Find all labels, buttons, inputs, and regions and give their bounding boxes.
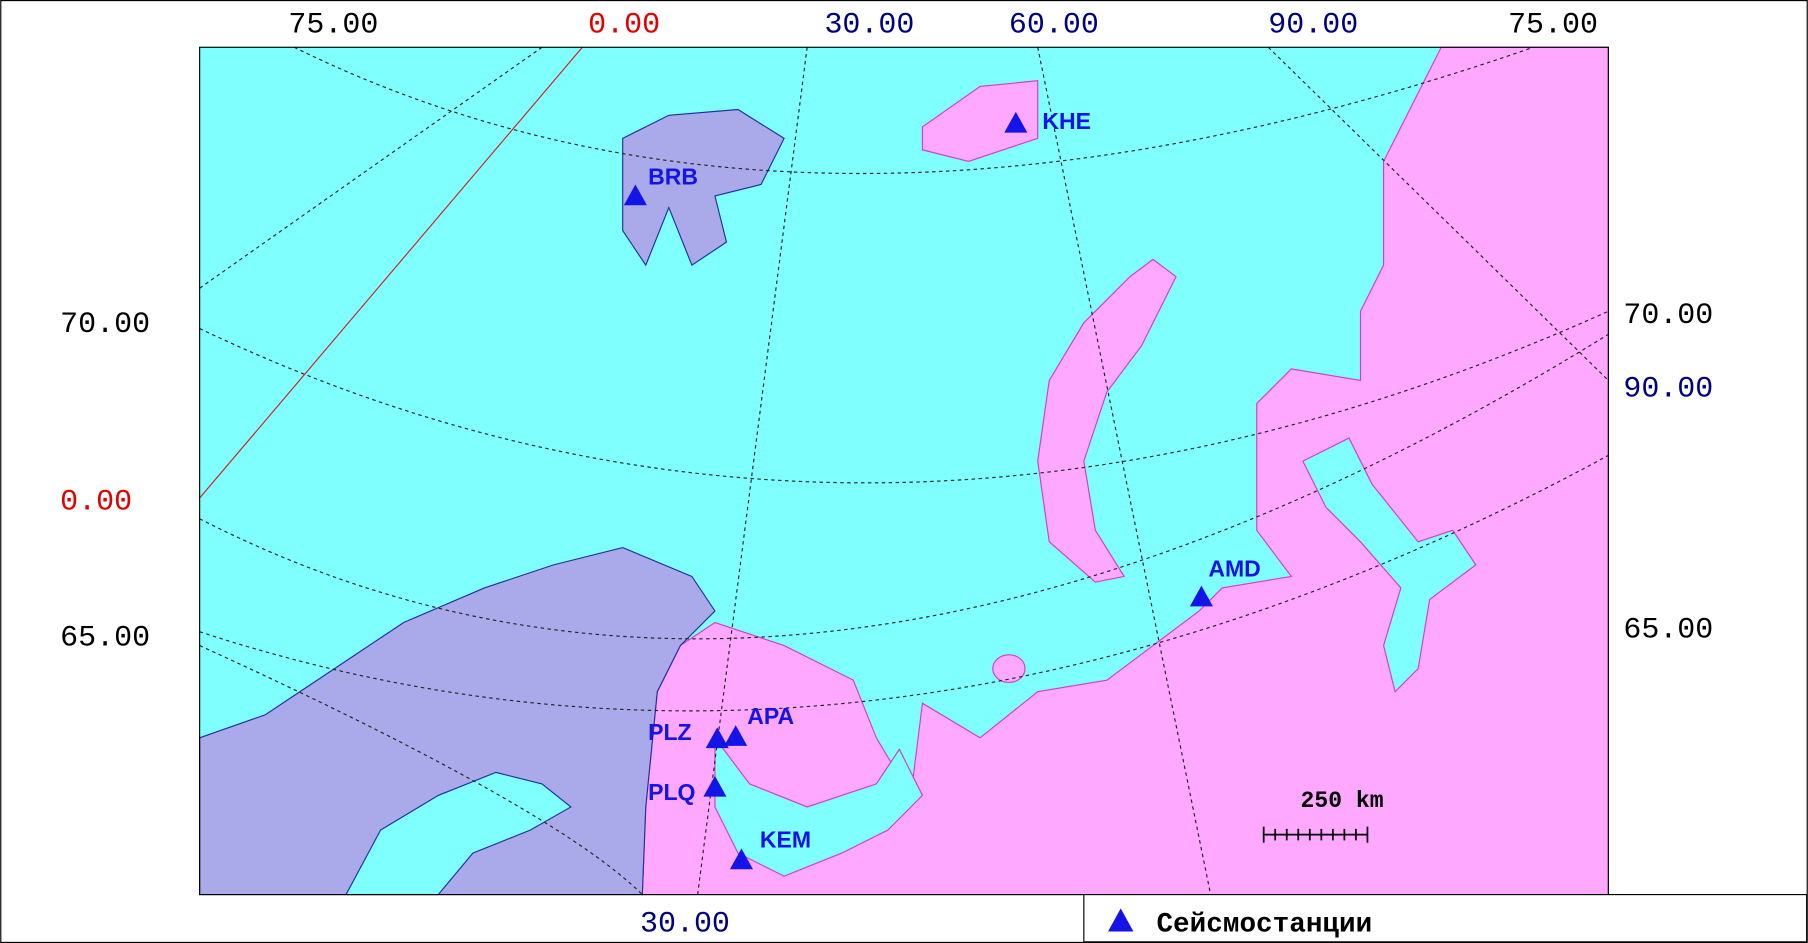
scandinavia [199, 546, 716, 896]
svalbard [622, 108, 785, 267]
map-area: BRB KHE AMD APA PLZ PLQ KEM 250 km [199, 46, 1609, 896]
station-marker [1189, 585, 1213, 607]
station-label: APA [747, 703, 794, 729]
graticule [199, 46, 1609, 895]
lon-label: 60.00 [1009, 7, 1099, 41]
lon-label: 75.00 [1508, 7, 1598, 41]
stations: BRB KHE AMD APA PLZ PLQ KEM [623, 108, 1261, 870]
lon-label: 0.00 [588, 7, 660, 41]
station-label: KEM [760, 826, 811, 852]
station-marker [623, 184, 647, 206]
station-label: KHE [1042, 108, 1091, 134]
russia [641, 46, 1609, 896]
lon-label: 75.00 [288, 7, 378, 41]
station-marker [705, 727, 729, 749]
prime-meridian [199, 46, 583, 499]
white-sea [714, 736, 924, 877]
right-labels: 70.00 90.00 65.00 [1623, 298, 1713, 647]
lat-label: 0.00 [60, 485, 132, 519]
lon-label: 90.00 [1623, 372, 1713, 406]
top-labels: 75.00 0.00 30.00 60.00 90.00 75.00 [288, 7, 1598, 41]
legend: Сейсмостанции [1083, 894, 1808, 943]
scale-label: 250 km [1301, 788, 1384, 814]
station-marker [729, 848, 753, 870]
station-label: BRB [648, 163, 698, 189]
lat-label: 65.00 [1623, 613, 1713, 647]
lon-label: 30.00 [640, 906, 730, 940]
franz-josef-land [921, 80, 1039, 162]
legend-marker [1108, 908, 1134, 932]
map-frame [199, 46, 1609, 896]
novaya-zemlya [1037, 258, 1177, 583]
lat-label: 70.00 [1623, 298, 1713, 332]
station-label: AMD [1208, 555, 1261, 581]
lon-label: 90.00 [1268, 7, 1358, 41]
lat-label: 70.00 [60, 307, 150, 341]
left-labels: 70.00 0.00 65.00 [60, 307, 150, 655]
station-marker [1004, 111, 1028, 133]
station-marker [703, 775, 727, 797]
station-marker [724, 725, 748, 746]
scale-bar [1262, 826, 1369, 843]
lon-label: 30.00 [824, 7, 914, 41]
station-label: PLZ [648, 719, 692, 745]
lat-label: 65.00 [60, 621, 150, 655]
legend-label: Сейсмостанции [1156, 909, 1372, 940]
kolguev [992, 654, 1026, 684]
legend-box [1083, 894, 1808, 943]
station-label: PLQ [648, 779, 695, 805]
gulf-of-bothnia [345, 771, 572, 896]
gulf-of-ob [1302, 437, 1477, 693]
